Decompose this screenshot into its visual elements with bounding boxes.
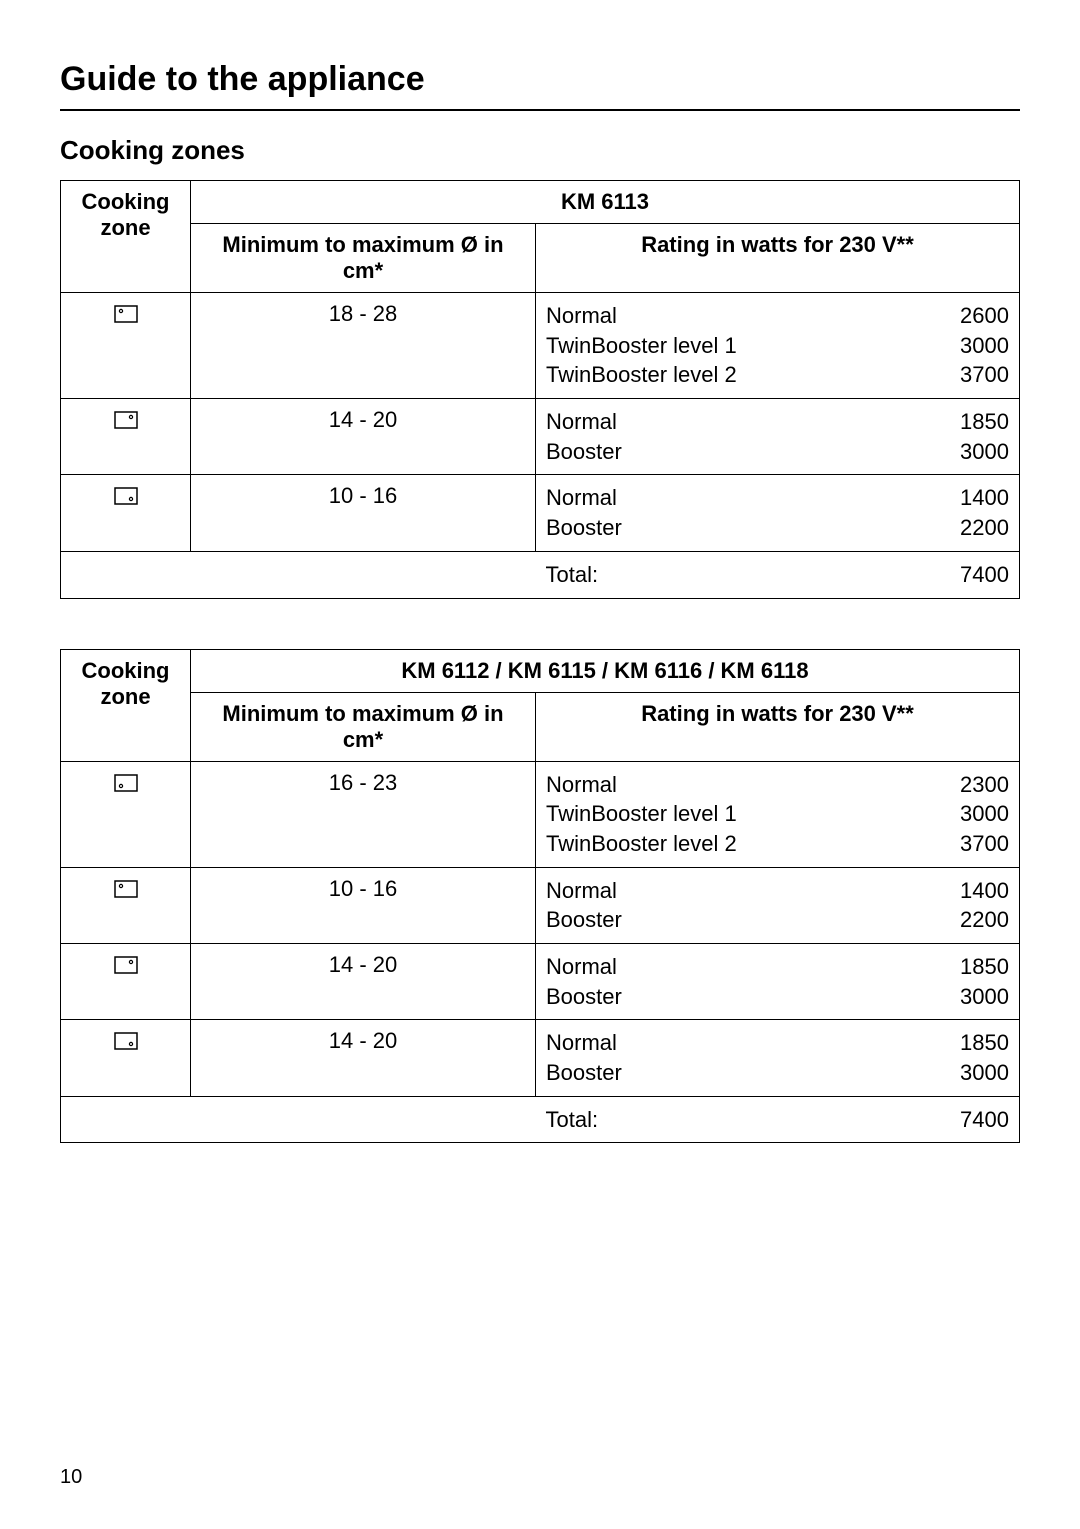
zone-cell xyxy=(61,475,191,551)
zone-cell xyxy=(61,399,191,475)
total-cell: Total: 7400 xyxy=(536,1096,1020,1143)
rating-cell: Normal 2300 TwinBooster level 1 3000 Twi… xyxy=(536,761,1020,867)
total-value: 7400 xyxy=(960,1105,1009,1135)
rating-label: Normal xyxy=(546,1028,617,1058)
table-row: 14 - 20 Normal 1850 Booster 3000 xyxy=(61,399,1020,475)
zone-cell xyxy=(61,943,191,1019)
rating-label: Normal xyxy=(546,770,617,800)
zone-icon xyxy=(114,774,138,792)
rating-label: Booster xyxy=(546,982,622,1012)
rating-value: 3000 xyxy=(960,1058,1009,1088)
th-rating: Rating in watts for 230 V** xyxy=(536,692,1020,761)
table-row: 16 - 23 Normal 2300 TwinBooster level 1 … xyxy=(61,761,1020,867)
th-cooking-zone-text: Cooking zone xyxy=(71,189,180,241)
table-row: 10 - 16 Normal 1400 Booster 2200 xyxy=(61,475,1020,551)
total-row: Total: 7400 xyxy=(61,1096,1020,1143)
rating-label: Normal xyxy=(546,407,617,437)
rating-value: 1850 xyxy=(960,407,1009,437)
th-rating: Rating in watts for 230 V** xyxy=(536,224,1020,293)
zone-cell xyxy=(61,867,191,943)
th-cooking-zone-text: Cooking zone xyxy=(71,658,180,710)
rating-label: Booster xyxy=(546,905,622,935)
rating-label: TwinBooster level 1 xyxy=(546,799,737,829)
zone-cell xyxy=(61,1020,191,1096)
rating-value: 2300 xyxy=(960,770,1009,800)
th-model-header: KM 6113 xyxy=(191,181,1020,224)
rating-label: Normal xyxy=(546,876,617,906)
size-cell: 18 - 28 xyxy=(191,293,536,399)
rating-cell: Normal 1400 Booster 2200 xyxy=(536,475,1020,551)
th-cooking-zone: Cooking zone xyxy=(61,649,191,761)
rating-value: 3000 xyxy=(960,437,1009,467)
rating-value: 3000 xyxy=(960,982,1009,1012)
total-label: Total: xyxy=(546,560,599,590)
rating-label: Booster xyxy=(546,437,622,467)
table-row: 14 - 20 Normal 1850 Booster 3000 xyxy=(61,1020,1020,1096)
total-empty-cell xyxy=(61,1096,536,1143)
rating-value: 2600 xyxy=(960,301,1009,331)
size-cell: 10 - 16 xyxy=(191,475,536,551)
size-cell: 14 - 20 xyxy=(191,1020,536,1096)
size-cell: 10 - 16 xyxy=(191,867,536,943)
total-empty-cell xyxy=(61,551,536,598)
rating-label: TwinBooster level 2 xyxy=(546,829,737,859)
rating-cell: Normal 1850 Booster 3000 xyxy=(536,943,1020,1019)
cooking-zones-table-2: Cooking zone KM 6112 / KM 6115 / KM 6116… xyxy=(60,649,1020,1144)
table1-body: 18 - 28 Normal 2600 TwinBooster level 1 … xyxy=(61,293,1020,599)
zone-icon xyxy=(114,411,138,429)
rating-value: 3000 xyxy=(960,331,1009,361)
total-cell: Total: 7400 xyxy=(536,551,1020,598)
zone-icon xyxy=(114,305,138,323)
rating-cell: Normal 2600 TwinBooster level 1 3000 Twi… xyxy=(536,293,1020,399)
th-min-max: Minimum to maximum Ø in cm* xyxy=(191,692,536,761)
page-number: 10 xyxy=(60,1466,82,1489)
table-row: 18 - 28 Normal 2600 TwinBooster level 1 … xyxy=(61,293,1020,399)
th-min-max: Minimum to maximum Ø in cm* xyxy=(191,224,536,293)
zone-icon xyxy=(114,487,138,505)
cooking-zones-table-1: Cooking zone KM 6113 Minimum to maximum … xyxy=(60,180,1020,599)
rating-value: 3700 xyxy=(960,829,1009,859)
size-cell: 14 - 20 xyxy=(191,943,536,1019)
zone-cell xyxy=(61,293,191,399)
rating-value: 1850 xyxy=(960,952,1009,982)
rating-value: 1400 xyxy=(960,876,1009,906)
rating-value: 3700 xyxy=(960,360,1009,390)
size-cell: 16 - 23 xyxy=(191,761,536,867)
rating-cell: Normal 1400 Booster 2200 xyxy=(536,867,1020,943)
rating-label: Normal xyxy=(546,301,617,331)
table2-body: 16 - 23 Normal 2300 TwinBooster level 1 … xyxy=(61,761,1020,1143)
rating-cell: Normal 1850 Booster 3000 xyxy=(536,399,1020,475)
rating-value: 1400 xyxy=(960,483,1009,513)
rating-label: TwinBooster level 2 xyxy=(546,360,737,390)
table-row: 10 - 16 Normal 1400 Booster 2200 xyxy=(61,867,1020,943)
section-title: Cooking zones xyxy=(60,135,1020,166)
th-cooking-zone: Cooking zone xyxy=(61,181,191,293)
zone-cell xyxy=(61,761,191,867)
rating-value: 3000 xyxy=(960,799,1009,829)
rating-label: Booster xyxy=(546,1058,622,1088)
rating-value: 2200 xyxy=(960,905,1009,935)
zone-icon xyxy=(114,956,138,974)
th-model-header: KM 6112 / KM 6115 / KM 6116 / KM 6118 xyxy=(191,649,1020,692)
rating-label: Normal xyxy=(546,483,617,513)
rating-label: Booster xyxy=(546,513,622,543)
rating-label: Normal xyxy=(546,952,617,982)
rating-cell: Normal 1850 Booster 3000 xyxy=(536,1020,1020,1096)
page-title: Guide to the appliance xyxy=(60,60,1020,111)
rating-value: 2200 xyxy=(960,513,1009,543)
total-value: 7400 xyxy=(960,560,1009,590)
rating-label: TwinBooster level 1 xyxy=(546,331,737,361)
zone-icon xyxy=(114,880,138,898)
zone-icon xyxy=(114,1032,138,1050)
table-row: 14 - 20 Normal 1850 Booster 3000 xyxy=(61,943,1020,1019)
rating-value: 1850 xyxy=(960,1028,1009,1058)
size-cell: 14 - 20 xyxy=(191,399,536,475)
total-row: Total: 7400 xyxy=(61,551,1020,598)
total-label: Total: xyxy=(546,1105,599,1135)
